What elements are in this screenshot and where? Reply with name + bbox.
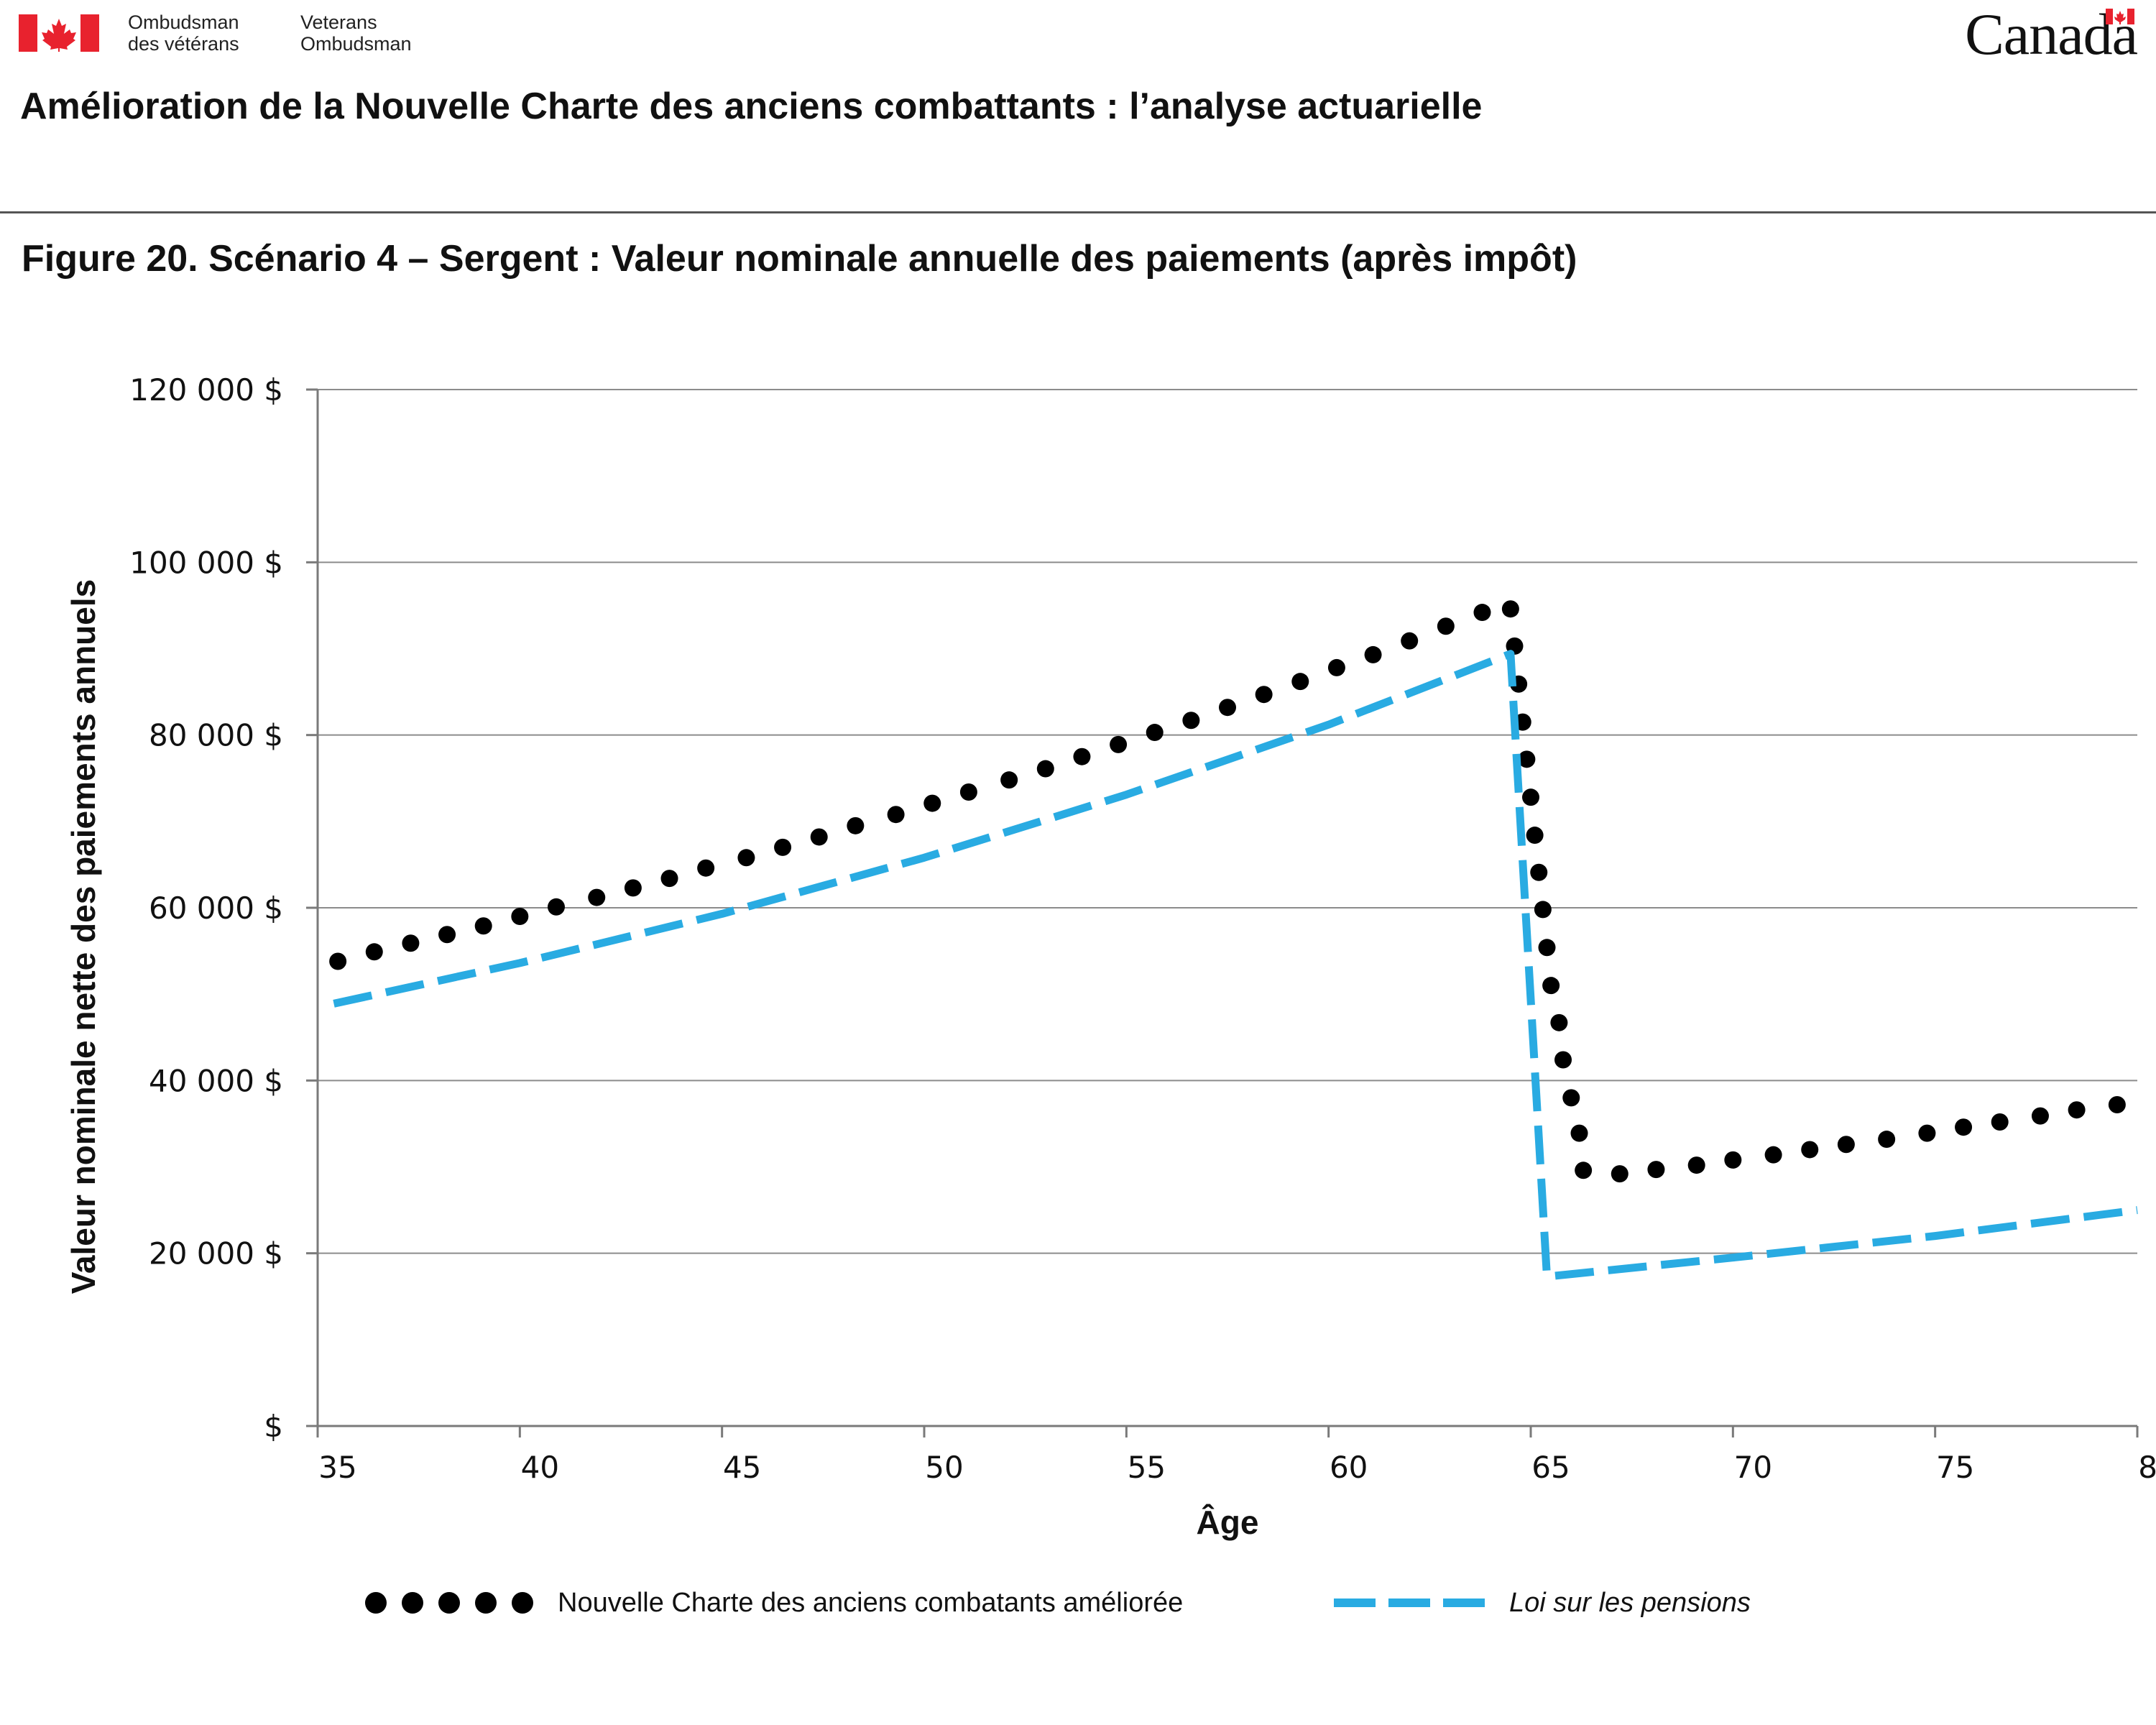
data-point-nouvelle-charte [2031,1107,2049,1125]
x-tick-label: 80 [2138,1450,2156,1485]
org-fr-line1: Ombudsman [128,12,239,33]
data-point-nouvelle-charte [2108,1095,2126,1113]
legend-label-nouvelle-charte: Nouvelle Charte des anciens combatants a… [558,1587,1184,1618]
legend-label-loi-pensions: Loi sur les pensions [1509,1587,1751,1618]
data-point-nouvelle-charte [1327,658,1345,676]
data-point-nouvelle-charte [847,816,865,834]
data-point-nouvelle-charte [365,943,383,961]
y-tick-label: 40 000 $ [149,1063,283,1098]
y-tick-label: 100 000 $ [129,545,283,580]
data-point-nouvelle-charte [1146,724,1164,742]
data-point-nouvelle-charte [547,898,565,916]
data-point-nouvelle-charte [1611,1165,1628,1183]
y-tick-label: 20 000 $ [149,1236,283,1271]
data-point-nouvelle-charte [810,828,828,846]
header-divider [0,211,2156,213]
data-point-nouvelle-charte [1575,1162,1593,1179]
data-point-nouvelle-charte [1182,712,1200,730]
data-point-nouvelle-charte [329,952,347,970]
y-tick-label: 60 000 $ [149,891,283,926]
data-point-nouvelle-charte [2068,1101,2086,1119]
data-point-nouvelle-charte [1437,617,1455,635]
data-point-nouvelle-charte [1991,1113,2009,1131]
data-point-nouvelle-charte [1687,1156,1705,1174]
x-tick-label: 50 [925,1450,963,1485]
chart-legend: Nouvelle Charte des anciens combatants a… [0,1567,2156,1639]
org-fr-line2: des vétérans [128,33,239,55]
data-point-nouvelle-charte [1801,1141,1819,1159]
data-point-nouvelle-charte [1522,788,1539,806]
data-point-nouvelle-charte [1554,1051,1572,1069]
y-axis-label: Valeur nominale nette des paiements annu… [65,579,102,1294]
y-tick-label: $ [264,1409,283,1444]
data-point-nouvelle-charte [697,859,715,877]
data-point-nouvelle-charte [1724,1151,1742,1169]
org-name-english: Veterans Ombudsman [300,12,412,55]
x-tick-label: 55 [1128,1450,1166,1485]
x-tick-label: 45 [723,1450,761,1485]
x-tick-label: 60 [1330,1450,1368,1485]
data-point-nouvelle-charte [1918,1124,1936,1142]
x-axis-label: Âge [1197,1504,1259,1541]
figure-title: Figure 20. Scénario 4 – Sergent : Valeur… [22,238,1577,280]
data-point-nouvelle-charte [402,934,420,952]
data-point-nouvelle-charte [1526,827,1544,845]
dashed-line-icon [1334,1598,1485,1607]
legend-item-nouvelle-charte: Nouvelle Charte des anciens combatants a… [365,1567,1183,1639]
document-title: Amélioration de la Nouvelle Charte des a… [20,86,1483,127]
data-point-nouvelle-charte [1401,632,1419,650]
data-point-nouvelle-charte [1878,1131,1896,1149]
page-header: Ombudsman des vétérans Veterans Ombudsma… [0,0,2156,86]
data-point-nouvelle-charte [1000,771,1018,789]
data-point-nouvelle-charte [1550,1013,1568,1031]
series-line-loi-sur-les-pensions [333,650,2138,1281]
data-point-nouvelle-charte [1110,735,1128,753]
data-point-nouvelle-charte [1219,699,1236,717]
org-en-line2: Ombudsman [300,33,412,55]
data-point-nouvelle-charte [959,783,977,801]
data-point-nouvelle-charte [1538,939,1556,957]
dotted-line-icon [365,1592,533,1614]
data-point-nouvelle-charte [923,794,941,812]
x-tick-label: 35 [318,1450,356,1485]
data-point-nouvelle-charte [1837,1136,1855,1154]
x-tick-label: 75 [1936,1450,1974,1485]
org-en-line1: Veterans [300,12,377,33]
data-point-nouvelle-charte [1570,1124,1588,1142]
data-point-nouvelle-charte [660,870,678,888]
org-name-french: Ombudsman des vétérans [128,12,239,55]
data-point-nouvelle-charte [1501,600,1519,618]
legend-item-loi-pensions: Loi sur les pensions [1334,1567,1751,1639]
data-point-nouvelle-charte [1255,686,1273,704]
data-point-nouvelle-charte [1364,645,1382,663]
data-point-nouvelle-charte [1562,1089,1580,1107]
line-chart: $20 000 $ 40 000 $ 60 000 $ 80 000 $ 100 000… [65,372,2156,1541]
data-point-nouvelle-charte [1534,901,1552,919]
data-point-nouvelle-charte [511,908,529,926]
data-point-nouvelle-charte [1473,604,1491,622]
data-point-nouvelle-charte [438,926,456,944]
data-point-nouvelle-charte [1764,1146,1782,1164]
data-point-nouvelle-charte [1647,1161,1665,1179]
data-point-nouvelle-charte [1530,863,1548,881]
data-point-nouvelle-charte [1291,673,1309,691]
data-point-nouvelle-charte [887,806,905,824]
wordmark-flag-icon [2106,9,2134,24]
data-point-nouvelle-charte [474,917,492,935]
data-point-nouvelle-charte [737,849,755,867]
x-tick-label: 70 [1734,1450,1772,1485]
canada-flag-icon [19,14,99,52]
data-point-nouvelle-charte [1036,760,1054,778]
data-point-nouvelle-charte [774,838,792,856]
data-point-nouvelle-charte [588,888,606,906]
data-point-nouvelle-charte [1518,750,1536,768]
x-tick-label: 65 [1531,1450,1570,1485]
data-point-nouvelle-charte [624,879,642,897]
data-point-nouvelle-charte [1955,1118,1973,1136]
y-tick-label: 120 000 $ [129,372,283,408]
y-tick-label: 80 000 $ [149,718,283,753]
data-point-nouvelle-charte [1073,748,1091,765]
data-point-nouvelle-charte [1542,977,1560,995]
x-tick-label: 40 [521,1450,559,1485]
